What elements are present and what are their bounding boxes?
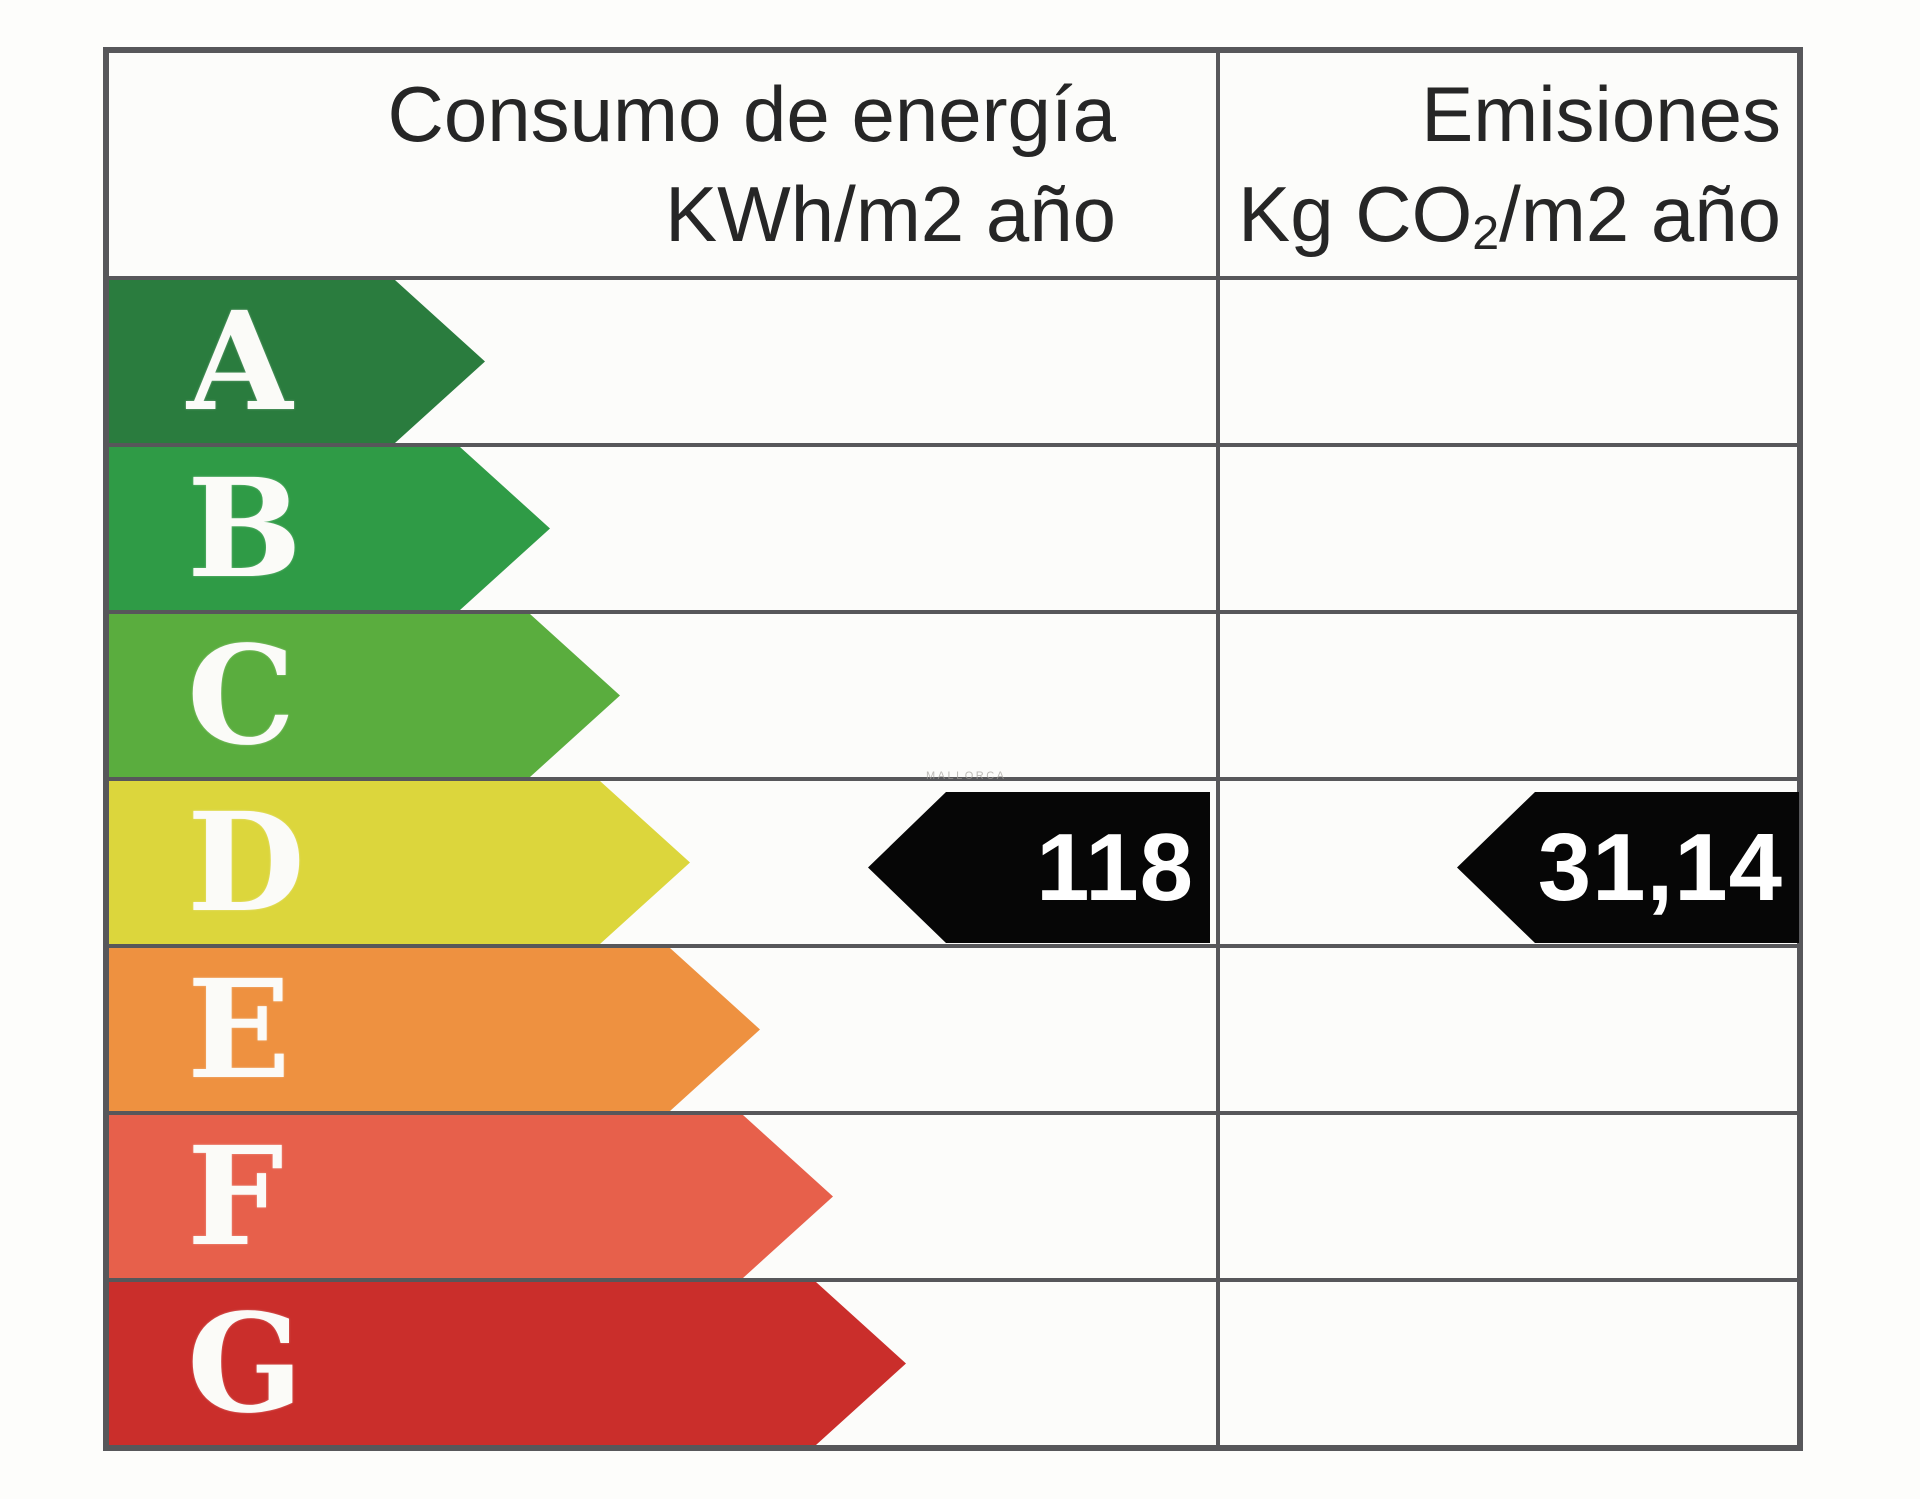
header-consumption-line2: KWh/m2 año [665,169,1116,258]
rating-letter-g: G [187,1283,304,1444]
rating-bar-c: C [109,614,620,777]
rating-letter-a: A [187,281,293,442]
rating-row-a: A [109,280,1797,447]
rating-letter-f: F [187,1116,284,1277]
rating-bar-f: F [109,1115,833,1278]
emissions-unit-prefix: Kg CO [1238,169,1473,258]
rating-bar-d: D [109,781,690,944]
rating-row-g: G [109,1282,1797,1445]
rating-letter-b: B [187,448,302,609]
column-divider [1216,53,1220,1445]
co2-subscript: 2 [1472,206,1500,261]
table-header: Consumo de energía KWh/m2 año Emisiones … [109,53,1797,280]
rating-table: Consumo de energía KWh/m2 año Emisiones … [103,47,1803,1451]
watermark: MALLORCA [926,770,1007,782]
header-emissions-column: Emisiones Kg CO2/m2 año [1216,53,1797,276]
header-emissions-line2: Kg CO2/m2 año [1238,165,1781,264]
rating-row-c: C [109,614,1797,781]
rating-bar-g: G [109,1282,906,1445]
rating-row-d: D 118 31,14 [109,781,1799,948]
rating-bar-a: A [109,280,485,443]
emissions-value: 31,14 [1537,813,1783,921]
rating-letter-e: E [187,949,291,1110]
header-consumption-column: Consumo de energía KWh/m2 año [109,53,1216,276]
emissions-value-arrow: 31,14 [1457,792,1799,943]
rating-row-f: F [109,1115,1797,1282]
emissions-unit-suffix: /m2 año [1499,169,1781,258]
rating-rows: A B C D 118 31,14 [109,280,1799,1445]
header-consumption-line1: Consumo de energía [387,70,1116,159]
rating-letter-c: C [187,615,296,776]
rating-row-e: E [109,948,1797,1115]
consumption-value: 118 [1036,813,1194,921]
consumption-value-arrow: 118 [868,792,1210,943]
rating-row-b: B [109,447,1797,614]
header-emissions-line1: Emisiones [1421,70,1781,159]
rating-letter-d: D [187,782,305,943]
rating-bar-e: E [109,948,760,1111]
rating-bar-b: B [109,447,550,610]
